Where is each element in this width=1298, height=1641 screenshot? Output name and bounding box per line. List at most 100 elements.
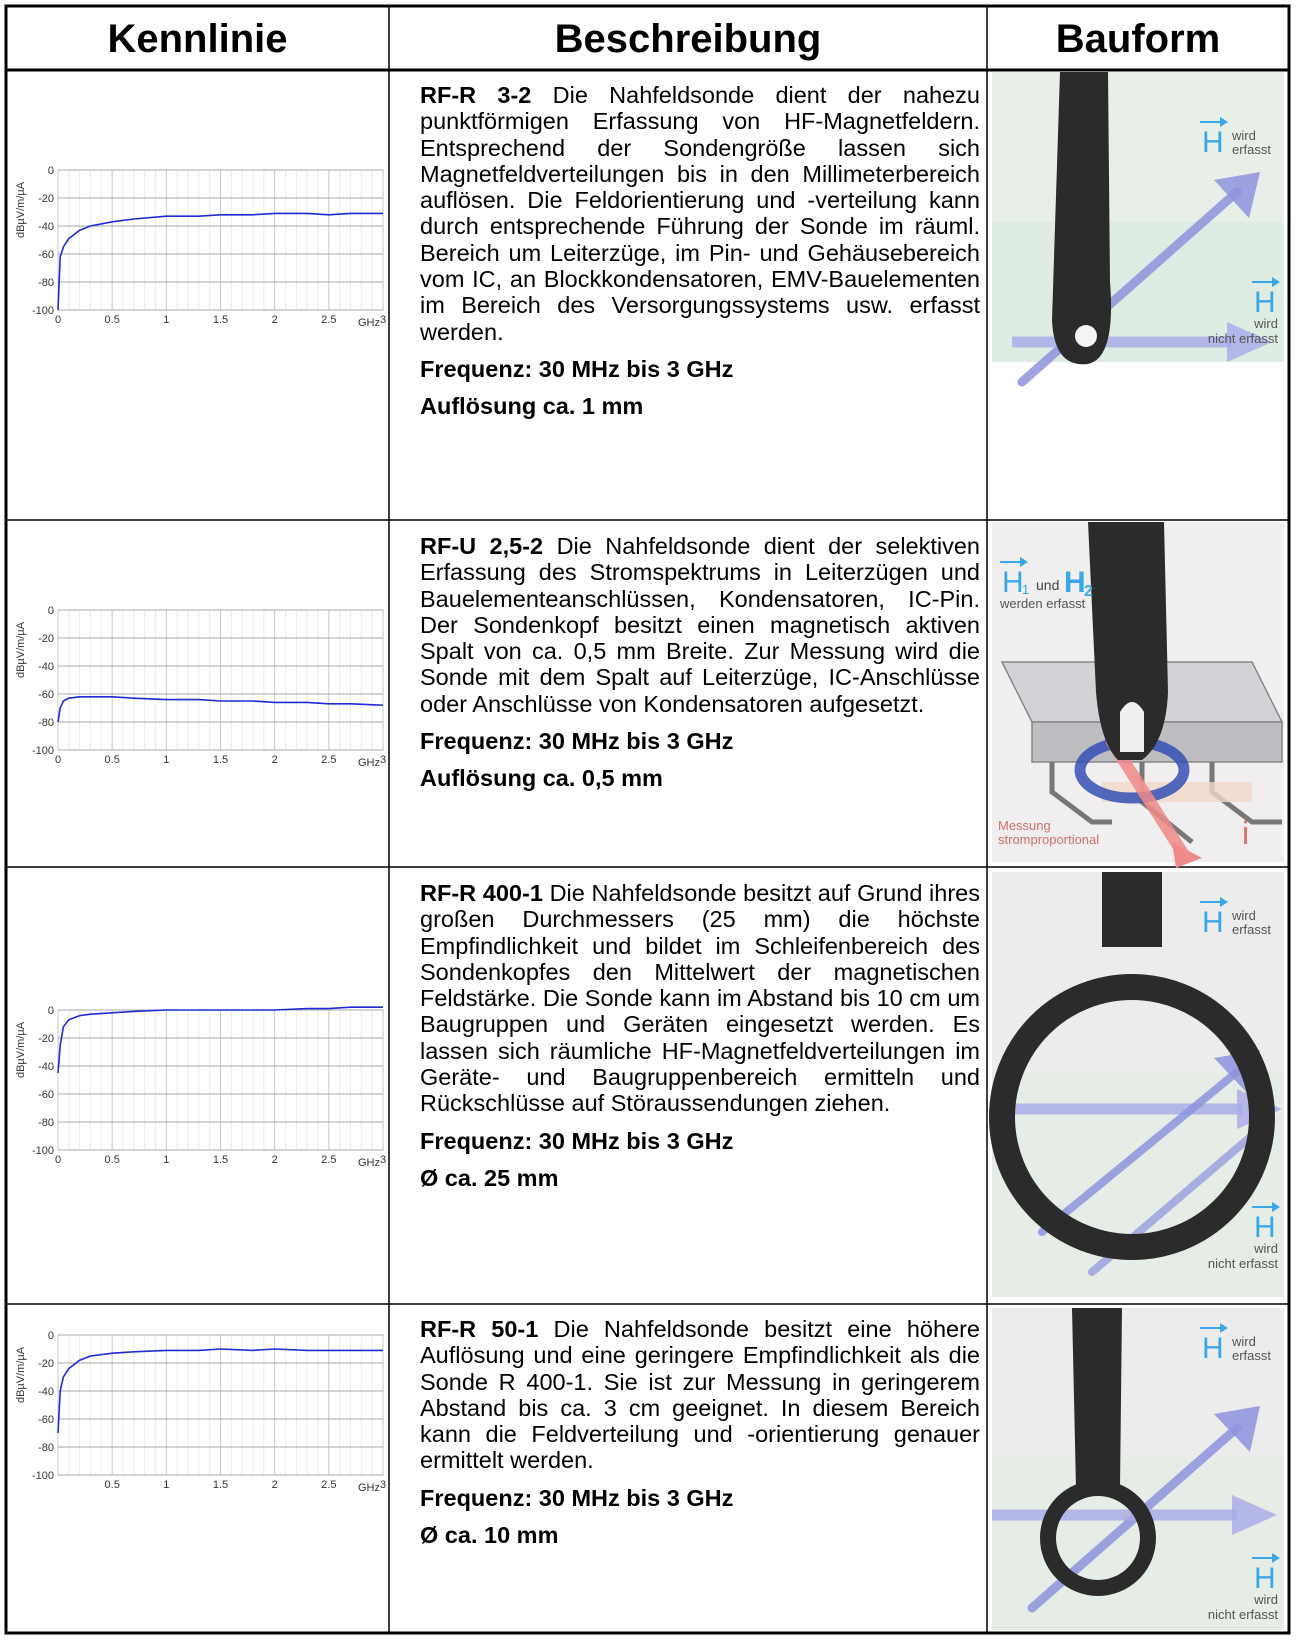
x-tick-label: 1.5 [213,754,228,766]
series-line [57,212,383,311]
x-tick-label: 0 [55,1154,61,1166]
y-tick-label: -20 [38,633,54,645]
description-row-4: RF-R 50-1 Die Nahfeldsonde besitzt eine … [420,1316,980,1548]
label-und: und [1036,577,1059,593]
h2-subscript: 2 [1084,583,1093,600]
description-text: Die Nahfeldsonde besitzt eine höhere Auf… [420,1316,980,1474]
y-tick-label: 0 [48,605,54,617]
series-line [57,1348,383,1434]
y-tick-label: -80 [38,1442,54,1454]
x-tick-label: 2 [272,314,278,326]
y-tick-label: 0 [48,165,54,177]
vector-arrowhead-icon [1272,1202,1280,1212]
y-tick-label: -100 [32,1470,54,1482]
label-not-detected: wird [1253,1241,1278,1256]
label-stromproportional: stromproportional [998,832,1099,847]
y-tick-label: -60 [38,1414,54,1426]
frequency-range: Frequenz: 30 MHz bis 3 GHz [420,1127,734,1154]
x-tick-label: 2 [272,754,278,766]
x-axis-unit: GHz [358,317,380,329]
h-field-symbol-detected: H [1202,1332,1224,1365]
chart-rf-r-400-1: 0 0.5 1 1.5 2 2.5 3 0 -20 -40 -60 -80 -100 GHz dBµV/m/… [15,1005,386,1169]
chart-rf-r-3-2: 0 0.5 1 1.5 2 2.5 3 0 -20 -40 -60 -80 -100 GHz dBµV/m/… [15,165,386,329]
x-tick-label: 2.5 [321,314,336,326]
model-name: RF-U 2,5-2 [420,533,544,559]
y-axis-label: dBµV/m/µA [15,1021,27,1078]
header-beschreibung: Beschreibung [554,16,822,61]
label-detected-2: erfasst [1232,1348,1271,1363]
label-detected: wird [1231,128,1256,143]
x-tick-label: 1 [163,1479,169,1491]
x-tick-label: 3 [380,314,386,326]
label-not-detected-2: nicht erfasst [1208,1607,1278,1622]
h-field-symbol-not-detected: H [1254,286,1276,319]
label-not-detected-2: nicht erfasst [1208,1256,1278,1271]
y-tick-label: -60 [38,689,54,701]
header-kennlinie: Kennlinie [107,16,288,61]
x-tick-label: 1 [163,754,169,766]
y-tick-label: -40 [38,1386,54,1398]
y-tick-label: -60 [38,1089,54,1101]
y-tick-label: -100 [32,745,54,757]
model-name: RF-R 3-2 [420,82,532,108]
x-tick-label: 3 [380,754,386,766]
series-line [57,1006,383,1074]
table-grid [4,4,1291,1635]
y-tick-label: -20 [38,1358,54,1370]
resolution: Auflösung ca. 0,5 mm [420,765,663,792]
x-tick-label: 1 [163,1154,169,1166]
label-not-detected: wird [1253,316,1278,331]
x-tick-label: 2.5 [321,754,336,766]
h-field-symbol-detected: H [1202,126,1224,159]
h2-field-symbol: H [1064,566,1086,599]
frequency-range: Frequenz: 30 MHz bis 3 GHz [420,355,734,382]
label-werden-erfasst: werden erfasst [999,596,1086,611]
x-axis-unit: GHz [358,1482,380,1494]
x-tick-label: 0.5 [105,754,120,766]
frequency-range: Frequenz: 30 MHz bis 3 GHz [420,1484,734,1511]
model-name: RF-R 50-1 [420,1316,539,1342]
chart-rf-u-2-5-2: 0 0.5 1 1.5 2 2.5 3 0 -20 -40 -60 -80 -100 GHz dBµV/m/… [15,605,386,769]
h-field-symbol-not-detected: H [1254,1211,1276,1244]
label-detected: wird [1231,908,1256,923]
h-field-symbol-not-detected: H [1254,1562,1276,1595]
y-tick-label: -20 [38,193,54,205]
description-text: Die Nahfeldsonde dient der nahezu punktf… [420,82,980,345]
label-detected-2: erfasst [1232,922,1271,937]
h-field-symbol-detected: H [1202,906,1224,939]
label-detected-2: erfasst [1232,142,1271,157]
x-tick-label: 0.5 [105,314,120,326]
y-tick-label: -80 [38,717,54,729]
x-tick-label: 2 [272,1154,278,1166]
frequency-range: Frequenz: 30 MHz bis 3 GHz [420,728,734,755]
x-tick-label: 2.5 [321,1154,336,1166]
y-tick-label: -60 [38,249,54,261]
description-row-1: RF-R 3-2 Die Nahfeldsonde dient der nahe… [420,82,980,420]
y-tick-label: -100 [32,305,54,317]
resolution: Auflösung ca. 1 mm [420,393,644,420]
x-tick-label: 1.5 [213,1479,228,1491]
resolution: Ø ca. 25 mm [420,1164,559,1191]
header-bauform: Bauform [1055,16,1221,61]
y-axis-label: dBµV/m/µA [15,1346,27,1403]
description-text: Die Nahfeldsonde besitzt auf Grund ihres… [420,880,980,1117]
x-tick-label: 0 [55,754,61,766]
vector-arrowhead-icon [1272,1553,1280,1563]
y-tick-label: -40 [38,661,54,673]
vector-arrowhead-icon [1020,557,1028,567]
chart-rf-r-50-1: 0.5 1 1.5 2 2.5 3 0 -20 -40 -60 -80 -100 GHz dBµV/m/µ… [15,1330,386,1494]
description-row-3: RF-R 400-1 Die Nahfeldsonde besitzt auf … [420,880,980,1191]
y-tick-label: -100 [32,1145,54,1157]
x-axis-unit: GHz [358,757,380,769]
y-axis-label: dBµV/m/µA [15,181,27,238]
y-tick-label: 0 [48,1330,54,1342]
y-tick-label: -20 [38,1033,54,1045]
x-tick-label: 2 [272,1479,278,1491]
description-text: Die Nahfeldsonde dient der selektiven Er… [420,533,981,717]
description-row-2: RF-U 2,5-2 Die Nahfeldsonde dient der se… [420,533,980,792]
